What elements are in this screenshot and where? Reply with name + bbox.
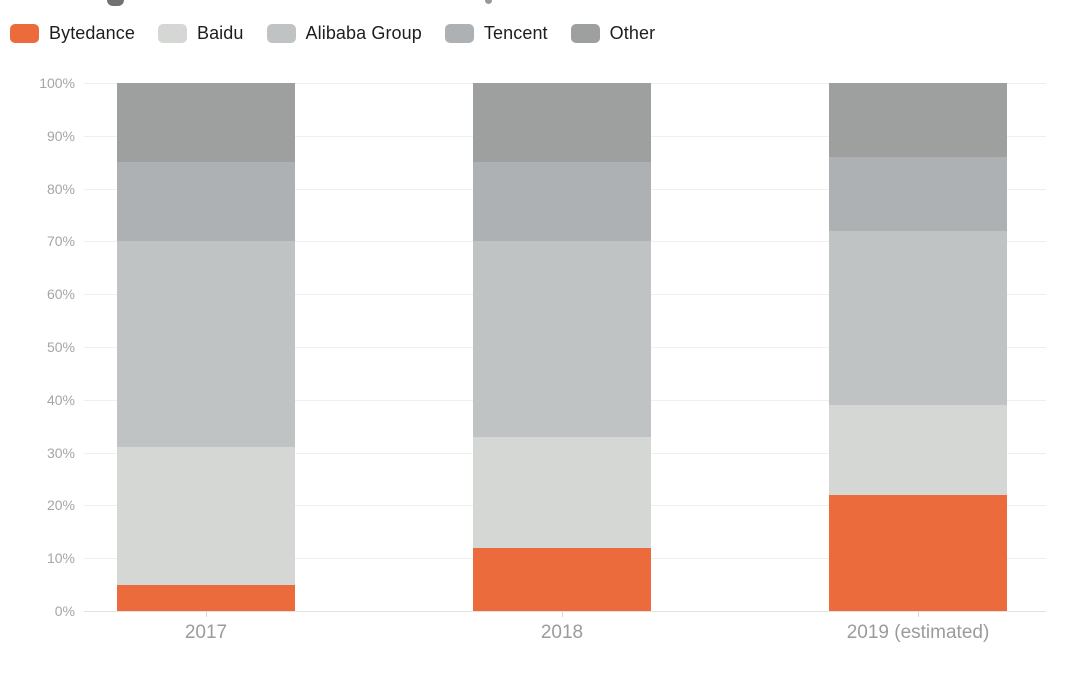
bar-segment-alibaba-group bbox=[473, 241, 651, 437]
bar-segment-baidu bbox=[473, 436, 651, 548]
legend: Bytedance Baidu Alibaba Group Tencent Other bbox=[10, 23, 655, 44]
legend-swatch-baidu bbox=[157, 24, 187, 43]
y-axis-tick-label: 10% bbox=[46, 550, 75, 567]
bar-segment-tencent bbox=[117, 162, 295, 242]
bar-segment-tencent bbox=[829, 156, 1007, 231]
legend-item-tencent: Tencent bbox=[444, 23, 548, 44]
cropped-title-fragment bbox=[485, 0, 492, 4]
legend-item-alibaba-group: Alibaba Group bbox=[266, 23, 422, 44]
plot-area: 0% 10% 20% 30% 40% 50% 60% 70% 80% 90% 100% 2017 201… bbox=[39, 75, 1046, 643]
bar-segment-bytedance bbox=[829, 494, 1007, 611]
x-axis-tick-label: 2019 (estimated) bbox=[846, 622, 990, 643]
y-axis-tick-label: 30% bbox=[46, 444, 75, 461]
legend-swatch-other bbox=[570, 24, 600, 43]
bar-segment-tencent bbox=[473, 162, 651, 242]
bar-segment-bytedance bbox=[473, 547, 651, 611]
y-axis-tick-label: 50% bbox=[46, 339, 75, 355]
legend-swatch-bytedance bbox=[10, 24, 39, 43]
bar-segment-other bbox=[829, 83, 1007, 157]
bar-segment-other bbox=[117, 83, 295, 163]
legend-label: Baidu bbox=[196, 23, 244, 43]
x-axis-tick-label: 2017 bbox=[184, 622, 228, 643]
legend-label: Alibaba Group bbox=[305, 23, 422, 43]
legend-swatch-tencent bbox=[444, 24, 474, 43]
y-axis-tick-label: 80% bbox=[46, 180, 75, 197]
y-axis-tick-label: 20% bbox=[46, 497, 75, 514]
gridline bbox=[84, 611, 1046, 612]
y-axis-tick-label: 100% bbox=[39, 75, 75, 91]
legend-swatch-alibaba-group bbox=[266, 24, 296, 43]
bar-segment-other bbox=[473, 83, 651, 163]
legend-item-bytedance: Bytedance bbox=[10, 23, 135, 44]
y-axis-tick-label: 0% bbox=[54, 603, 75, 619]
legend-label: Bytedance bbox=[49, 23, 135, 43]
y-axis-tick-label: 40% bbox=[46, 391, 75, 408]
bar-segment-alibaba-group bbox=[117, 241, 295, 448]
bar-segment-baidu bbox=[829, 405, 1007, 495]
x-axis-tick-label: 2018 bbox=[540, 622, 584, 643]
x-axis-tick bbox=[206, 611, 207, 617]
y-axis-tick-label: 90% bbox=[46, 127, 75, 144]
bar-segment-bytedance bbox=[117, 584, 295, 611]
legend-label: Other bbox=[609, 23, 656, 43]
legend-item-baidu: Baidu bbox=[157, 23, 244, 44]
x-axis-tick bbox=[562, 611, 563, 617]
legend-item-other: Other bbox=[570, 23, 656, 44]
x-axis-tick bbox=[918, 611, 919, 617]
y-axis-tick-label: 70% bbox=[46, 233, 75, 250]
bar-segment-baidu bbox=[117, 447, 295, 585]
cropped-title-fragment bbox=[107, 0, 124, 6]
y-axis-tick-label: 60% bbox=[46, 286, 75, 303]
legend-label: Tencent bbox=[483, 23, 548, 43]
bar-segment-alibaba-group bbox=[829, 230, 1007, 406]
